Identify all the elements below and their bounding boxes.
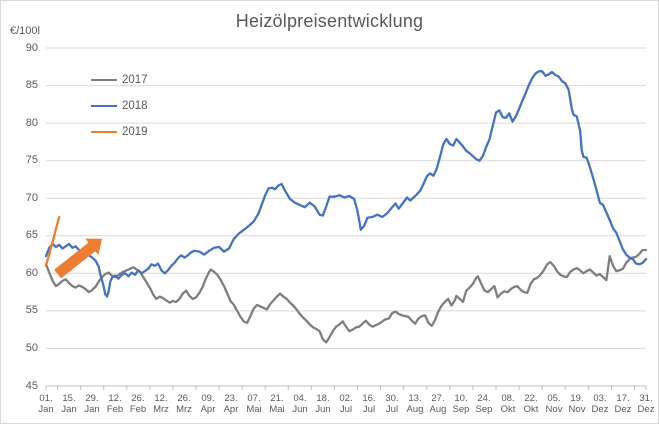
legend: 2017 2018 2019	[91, 67, 148, 145]
x-axis-label: 01. Jan	[38, 393, 54, 415]
y-axis-label: 75	[25, 154, 38, 166]
x-axis-label: 19. Nov	[568, 393, 586, 415]
y-axis-label: 45	[25, 380, 38, 392]
x-axis-label: 12. Feb	[106, 393, 124, 415]
x-axis-label: 26. Feb	[129, 393, 147, 415]
x-axis-label: 15. Jan	[61, 393, 77, 415]
y-axis-label: 70	[25, 192, 38, 204]
x-axis-label: 27. Aug	[429, 393, 447, 415]
y-axis-label: 80	[25, 117, 38, 129]
legend-line-swatch	[91, 78, 117, 82]
legend-item-2018[interactable]: 2018	[91, 93, 148, 119]
x-axis-label: 17. Dez	[614, 393, 632, 415]
x-axis-label: 24. Sep	[475, 393, 493, 415]
x-axis-label: 05. Nov	[545, 393, 563, 415]
legend-label: 2017	[122, 74, 148, 86]
x-axis-label: 23. Apr	[223, 393, 239, 415]
legend-item-2019[interactable]: 2019	[91, 119, 148, 145]
series-line-2019[interactable]	[44, 215, 61, 267]
up-right-arrow-annotation[interactable]	[54, 238, 102, 279]
y-axis-unit-label: €/100l	[10, 25, 40, 37]
x-axis-label: 12. Mrz	[153, 393, 169, 415]
legend-item-2017[interactable]: 2017	[91, 67, 148, 93]
legend-line-swatch	[91, 104, 117, 108]
x-axis-label: 31. Dez	[637, 393, 655, 415]
x-axis-label: 26. Mrz	[176, 393, 192, 415]
series-line-2017[interactable]	[44, 248, 648, 344]
legend-label: 2018	[122, 100, 148, 112]
legend-line-swatch	[91, 130, 117, 134]
x-axis-label: 09. Apr	[200, 393, 216, 415]
x-axis-label: 04. Jun	[292, 393, 308, 415]
x-axis-label: 22. Okt	[523, 393, 539, 415]
y-axis-label: 60	[25, 267, 38, 279]
y-axis-label: 85	[25, 79, 38, 91]
x-axis-label: 18. Jun	[315, 393, 331, 415]
x-axis-label: 02. Jul	[339, 393, 353, 415]
x-axis-label: 10. Sep	[452, 393, 470, 415]
x-axis-label: 29. Jan	[84, 393, 100, 415]
x-axis-label: 21. Mai	[269, 393, 285, 415]
series-line-2018[interactable]	[44, 70, 648, 298]
x-axis-label: 13. Aug	[406, 393, 424, 415]
y-axis-label: 55	[25, 304, 38, 316]
chart-title: Heizölpreisentwicklung	[235, 11, 424, 31]
legend-label: 2019	[122, 126, 148, 138]
y-axis-label: 90	[25, 42, 38, 54]
x-axis-label: 16. Jul	[362, 393, 376, 415]
x-axis-label: 07. Mai	[246, 393, 262, 415]
x-axis-label: 03. Dez	[591, 393, 609, 415]
x-axis-label: 08. Okt	[500, 393, 516, 415]
y-axis-label: 50	[25, 342, 38, 354]
x-axis-label: 30. Jul	[385, 393, 399, 415]
y-axis-label: 65	[25, 229, 38, 241]
